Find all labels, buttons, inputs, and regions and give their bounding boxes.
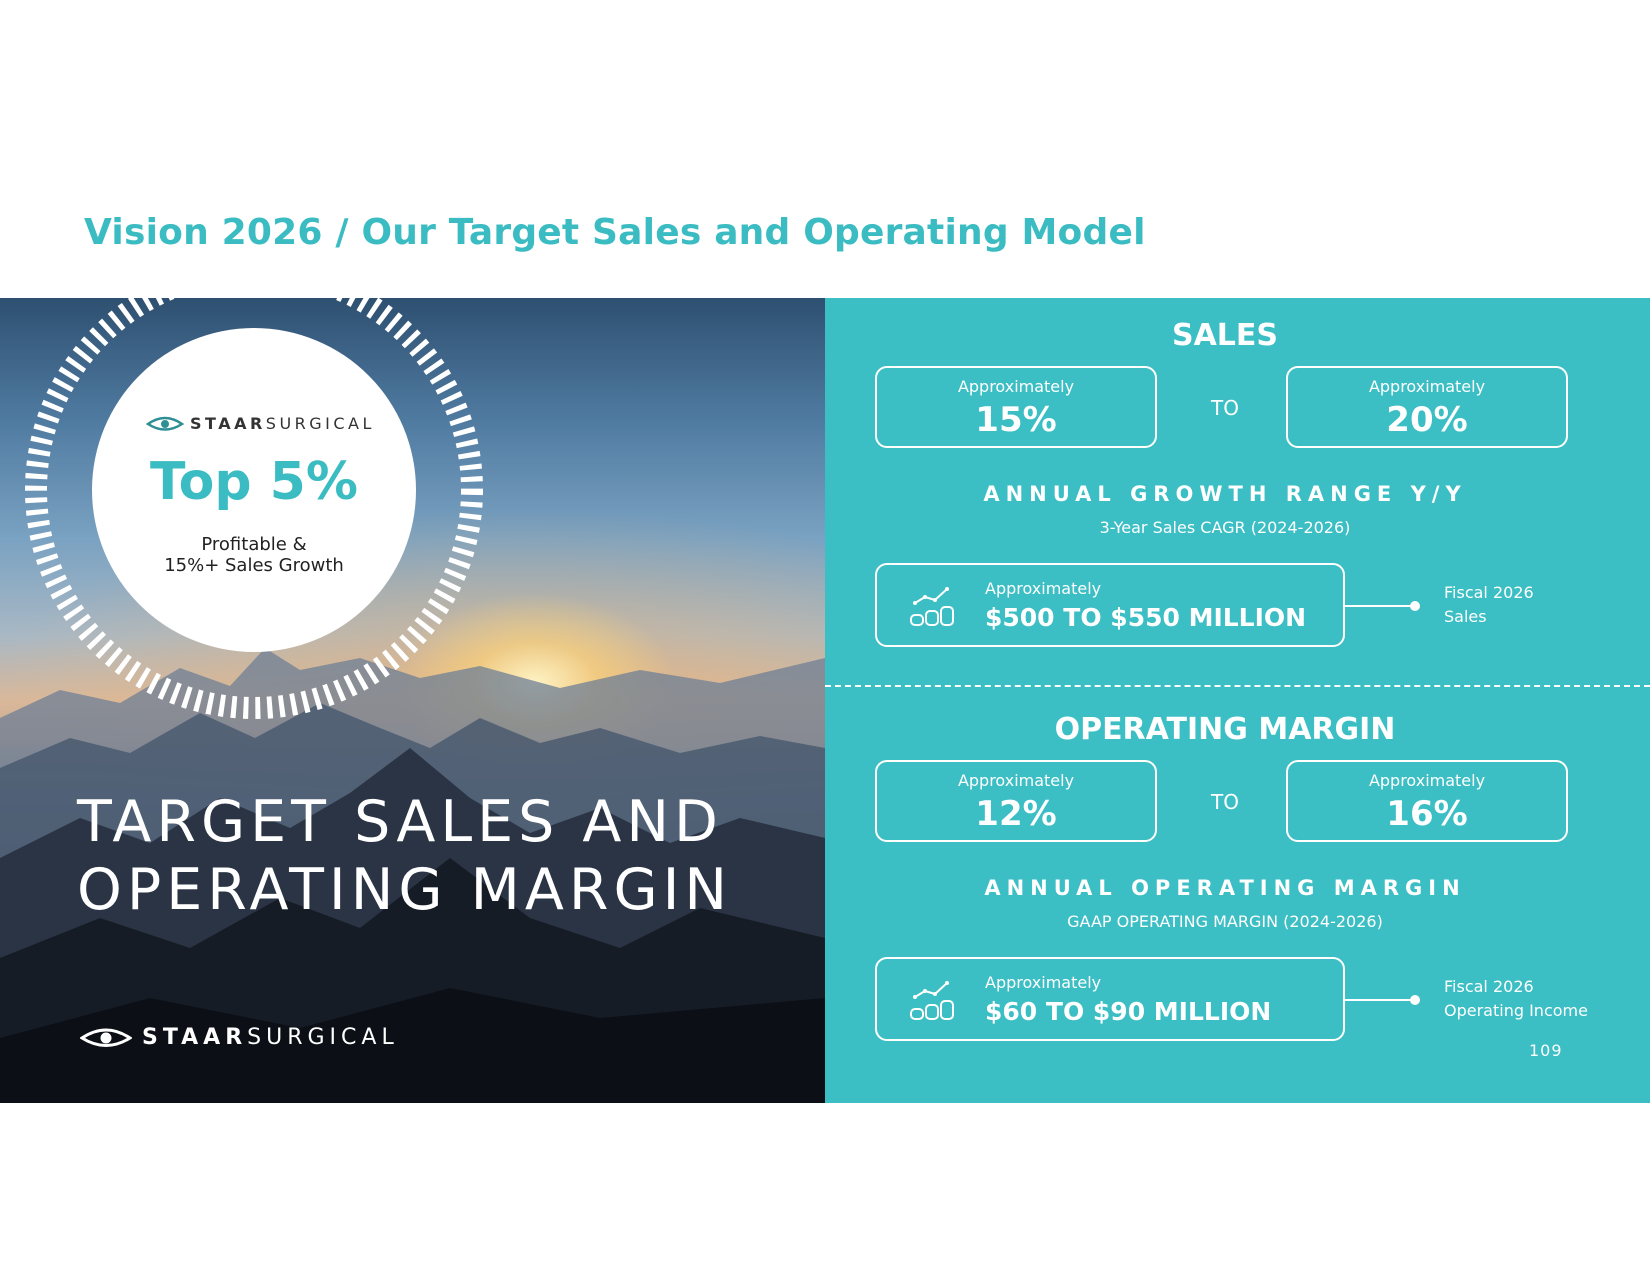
- sales-to-label: TO: [1211, 396, 1239, 420]
- hero-photo-panel: STAARSURGICAL Top 5% Profitable & 15%+ S…: [0, 298, 825, 1103]
- section-divider: [825, 685, 1650, 687]
- sales-target-value: $500 TO $550 MILLION: [985, 603, 1307, 632]
- sales-range-subtitle: 3-Year Sales CAGR (2024-2026): [1099, 518, 1351, 537]
- margin-fiscal-label: Fiscal 2026 Operating Income: [1444, 977, 1588, 1020]
- footer-brand-logo: STAARSURGICAL: [80, 1025, 399, 1050]
- brand-wordmark: STAARSURGICAL: [190, 414, 375, 433]
- sales-fiscal-label: Fiscal 2026 Sales: [1444, 583, 1534, 626]
- badge-subtitle: Profitable & 15%+ Sales Growth: [164, 534, 344, 576]
- margin-range-subtitle: GAAP OPERATING MARGIN (2024-2026): [1067, 912, 1383, 931]
- sales-low-pill: Approximately 15%: [875, 366, 1157, 448]
- profit-badge-circle: STAARSURGICAL Top 5% Profitable & 15%+ S…: [92, 328, 416, 652]
- sales-connector-dot: [1410, 601, 1420, 611]
- sales-target-pill: Approximately $500 TO $550 MILLION: [875, 563, 1345, 647]
- sales-high-pill: Approximately 20%: [1286, 366, 1568, 448]
- margin-range-label: ANNUAL OPERATING MARGIN: [984, 876, 1466, 900]
- page-title: Vision 2026 / Our Target Sales and Opera…: [84, 212, 1146, 253]
- margin-target-pill: Approximately $60 TO $90 MILLION: [875, 957, 1345, 1041]
- coins-growth-chart-icon: [910, 981, 954, 1020]
- page-number: 109: [1529, 1041, 1563, 1060]
- margin-high-value: 16%: [1386, 794, 1468, 834]
- sales-range-label: ANNUAL GROWTH RANGE Y/Y: [983, 482, 1467, 506]
- margin-low-pill: Approximately 12%: [875, 760, 1157, 842]
- targets-panel: SALES Approximately 15% TO Approximately…: [825, 298, 1650, 1103]
- brand-wordmark: STAARSURGICAL: [142, 1025, 399, 1050]
- hero-heading: TARGET SALES AND OPERATING MARGIN: [77, 789, 733, 923]
- circle-brand-logo: STAARSURGICAL: [146, 414, 375, 433]
- badge-value: Top 5%: [150, 452, 358, 512]
- margin-low-value: 12%: [975, 794, 1057, 834]
- margin-target-value: $60 TO $90 MILLION: [985, 997, 1272, 1026]
- eye-logo-icon: [146, 416, 184, 431]
- sales-high-value: 20%: [1386, 400, 1468, 440]
- mountain-landscape-image: [0, 648, 825, 1103]
- margin-high-pill: Approximately 16%: [1286, 760, 1568, 842]
- sales-low-value: 15%: [975, 400, 1057, 440]
- dashed-ring-decoration: [25, 298, 483, 719]
- sales-connector-line: [1345, 605, 1411, 607]
- margin-to-label: TO: [1211, 790, 1239, 814]
- sales-title: SALES: [1171, 318, 1279, 353]
- coins-growth-chart-icon: [910, 587, 954, 626]
- margin-connector-line: [1345, 999, 1411, 1001]
- operating-margin-title: OPERATING MARGIN: [1054, 712, 1396, 747]
- eye-logo-icon: [80, 1028, 132, 1047]
- margin-connector-dot: [1410, 995, 1420, 1005]
